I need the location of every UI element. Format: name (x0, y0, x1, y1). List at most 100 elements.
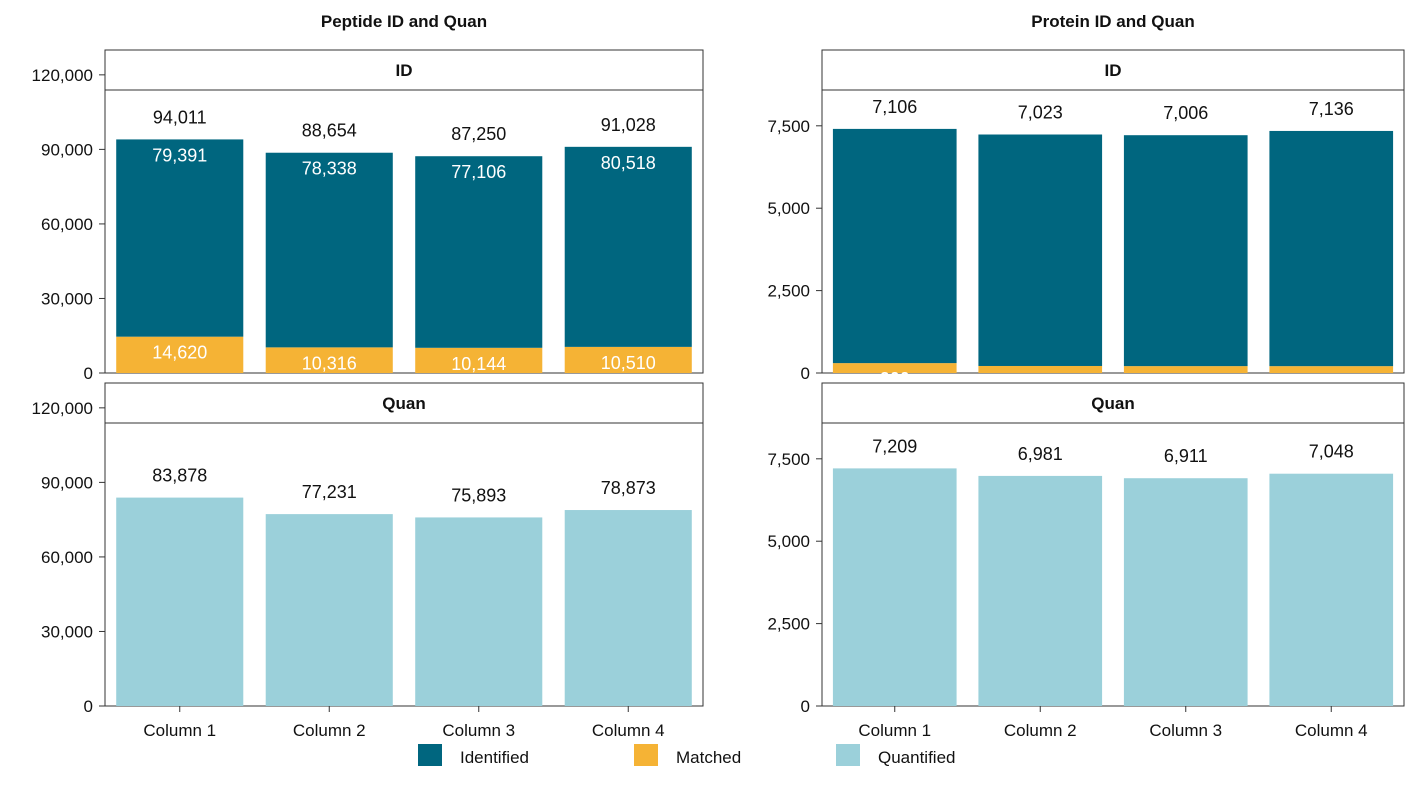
total-label: 91,028 (601, 115, 656, 135)
y-tick-label: 60,000 (41, 548, 93, 567)
y-tick-label: 0 (84, 364, 93, 383)
bar-matched-2 (265, 347, 393, 373)
legend-swatch-identified (418, 744, 442, 766)
total-label: 88,654 (302, 121, 357, 141)
total-label: 7,209 (872, 436, 917, 456)
y-tick-label: 60,000 (41, 215, 93, 234)
chart-title: Peptide ID and Quan (321, 12, 487, 31)
bar-matched-3 (1123, 366, 1248, 373)
x-tick-label: Column 1 (143, 721, 216, 740)
y-tick-label: 2,500 (767, 282, 810, 301)
panel-frame (104, 49, 704, 374)
segment-label: 213 (1025, 372, 1055, 392)
panel-quan: Quan 0 2,500 5,000 7,500 7,209 6,981 6,911 7,048… (767, 382, 1405, 740)
y-tick-label: 120,000 (32, 66, 93, 85)
bar-identified-3 (415, 156, 543, 348)
chart-title: Protein ID and Quan (1031, 12, 1194, 31)
panel-quan: Quan 0 30,000 60,000 90,000 120,000 83,878 77,2… (32, 382, 704, 740)
total-label: 75,893 (451, 485, 506, 505)
y-tick-label: 2,500 (767, 615, 810, 634)
panel-frame (821, 382, 1405, 707)
bar-quantified-2 (265, 514, 393, 706)
y-tick-label: 5,000 (767, 199, 810, 218)
total-label: 83,878 (152, 466, 207, 486)
y-tick-label: 0 (84, 697, 93, 716)
x-tick-label: Column 2 (1004, 721, 1077, 740)
total-label: 6,981 (1018, 444, 1063, 464)
y-tick-label: 0 (801, 697, 810, 716)
bar-identified-1 (832, 128, 957, 364)
y-tick-label: 120,000 (32, 399, 93, 418)
segment-label: 10,510 (601, 353, 656, 373)
x-tick-label: Column 3 (1149, 721, 1222, 740)
strip-label: Quan (382, 394, 425, 413)
chart-2: Protein ID and Quan ID 0 2,500 5,000 7,500 300… (767, 12, 1405, 740)
y-tick-label: 30,000 (41, 289, 93, 308)
y-tick-label: 5,000 (767, 532, 810, 551)
segment-label: 209 (1171, 372, 1201, 392)
strip-label: Quan (1091, 394, 1134, 413)
legend-label-identified: Identified (460, 748, 529, 767)
total-label: 78,873 (601, 478, 656, 498)
total-label: 7,106 (872, 97, 917, 117)
total-label: 7,006 (1163, 103, 1208, 123)
bar-quantified-4 (1269, 473, 1394, 706)
total-label: 7,023 (1018, 103, 1063, 123)
bar-identified-2 (978, 134, 1103, 366)
panel-id: ID 0 30,000 60,000 90,000 120,000 14,620 79,391… (32, 49, 704, 383)
strip-label: ID (1105, 61, 1122, 80)
strip-label: ID (396, 61, 413, 80)
y-tick-label: 90,000 (41, 473, 93, 492)
bar-quantified-3 (1123, 478, 1248, 706)
y-tick-label: 7,500 (767, 450, 810, 469)
bar-matched-1 (832, 363, 957, 373)
bar-identified-1 (116, 139, 244, 337)
segment-label: 80,518 (601, 153, 656, 173)
bar-quantified-1 (832, 468, 957, 706)
y-tick-label: 30,000 (41, 622, 93, 641)
bar-matched-1 (116, 336, 244, 373)
bar-identified-3 (1123, 135, 1248, 367)
total-label: 6,911 (1164, 446, 1208, 466)
bar-matched-2 (978, 365, 1103, 373)
y-tick-label: 90,000 (41, 140, 93, 159)
segment-label: 14,620 (152, 343, 207, 363)
bar-identified-4 (1269, 130, 1394, 367)
total-label: 7,048 (1309, 442, 1354, 462)
panel-frame (104, 382, 704, 707)
bar-quantified-3 (415, 517, 543, 706)
panel-frame (821, 49, 1405, 374)
segment-label: 10,144 (451, 354, 506, 374)
legend-swatch-quantified (836, 744, 860, 766)
total-label: 7,136 (1309, 99, 1354, 119)
total-label: 94,011 (153, 107, 207, 127)
segment-label: 10,316 (302, 353, 357, 373)
bar-quantified-4 (564, 510, 692, 706)
bar-identified-2 (265, 152, 393, 348)
segment-label: 79,391 (152, 145, 207, 165)
y-tick-label: 7,500 (767, 117, 810, 136)
legend-label-matched: Matched (676, 748, 741, 767)
segment-label: 77,106 (451, 162, 506, 182)
chart-1: Peptide ID and Quan ID 0 30,000 60,000 90,000… (32, 12, 704, 740)
legend: Identified Matched Quantified (418, 744, 956, 767)
y-tick-label: 0 (801, 364, 810, 383)
total-label: 77,231 (302, 482, 357, 502)
legend-label-quantified: Quantified (878, 748, 956, 767)
x-tick-label: Column 4 (1295, 721, 1368, 740)
bar-quantified-2 (978, 475, 1103, 706)
segment-label: 300 (880, 369, 910, 389)
panel-id: ID 0 2,500 5,000 7,500 300 7,106 213 7,023 209 7,0… (767, 49, 1405, 392)
bar-identified-4 (564, 146, 692, 347)
x-tick-label: Column 2 (293, 721, 366, 740)
x-tick-label: Column 3 (442, 721, 515, 740)
x-tick-label: Column 1 (858, 721, 931, 740)
total-label: 87,250 (451, 124, 506, 144)
bar-quantified-1 (116, 497, 244, 706)
x-tick-label: Column 4 (592, 721, 665, 740)
bar-matched-4 (1269, 366, 1394, 373)
bar-matched-4 (564, 346, 692, 373)
segment-label: 208 (1316, 372, 1346, 392)
segment-label: 78,338 (302, 159, 357, 179)
